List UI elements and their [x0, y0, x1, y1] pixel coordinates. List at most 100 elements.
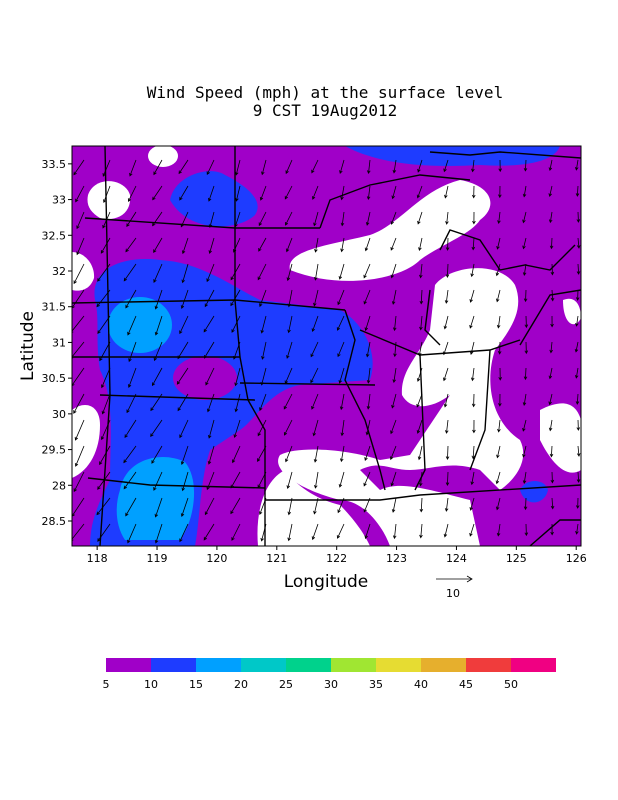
wind-arrow [313, 497, 319, 515]
wind-arrow [181, 237, 189, 255]
wind-arrow [522, 445, 527, 458]
wind-arrow [393, 341, 397, 358]
wind-arrow [310, 341, 319, 358]
wind-arrow [495, 263, 501, 277]
wind-arrow [576, 211, 581, 223]
y-tick-label: 32 [52, 265, 66, 278]
y-tick-label: 28 [52, 479, 66, 492]
wind-arrow [471, 159, 475, 173]
wind-arrow [150, 419, 163, 438]
wind-arrow [498, 185, 502, 199]
wind-arrow [204, 289, 215, 308]
y-tick-label: 29.5 [42, 444, 67, 457]
wind-arrow [205, 367, 215, 386]
wind-arrow [365, 419, 371, 436]
wind-arrow [442, 367, 449, 382]
wind-arrow [180, 445, 189, 466]
wind-arrow [391, 185, 397, 200]
wind-arrow [416, 367, 423, 382]
wind-arrow [444, 289, 449, 304]
wind-arrow [311, 315, 319, 333]
wind-arrow [153, 237, 163, 254]
wind-arrow [76, 211, 85, 230]
wind-arrow [285, 159, 293, 175]
x-tick-label: 124 [446, 552, 467, 565]
wind-arrow [550, 523, 554, 536]
wind-arrow [258, 237, 267, 252]
wind-arrow [233, 237, 241, 253]
wind-arrow [469, 315, 475, 329]
wind-arrow [576, 263, 581, 275]
wind-arrow [283, 419, 293, 436]
x-axis-label: Longitude [284, 572, 369, 592]
wind-arrow [150, 393, 163, 412]
wind-arrow [314, 471, 319, 489]
wind-arrow [96, 497, 111, 516]
wind-arrow [126, 393, 137, 414]
wind-arrow [177, 393, 189, 412]
wind-arrow [207, 445, 215, 465]
wind-arrow [100, 237, 111, 254]
colorbar-label: 25 [279, 678, 293, 691]
wind-arrow [522, 419, 527, 432]
wind-arrow [472, 211, 476, 225]
colorbar-label: 40 [414, 678, 428, 691]
wind-arrow [284, 211, 293, 226]
wind-arrow [366, 393, 371, 410]
wind-arrow [419, 523, 423, 539]
wind-arrow [444, 419, 449, 434]
wind-arrow [366, 185, 371, 201]
wind-arrow [496, 523, 501, 537]
wind-arrow [470, 367, 475, 382]
x-tick-label: 126 [566, 552, 587, 565]
wind-arrow [97, 315, 111, 334]
wind-arrow [103, 185, 111, 204]
wind-arrow [522, 393, 527, 406]
colorbar-label: 30 [324, 678, 338, 691]
wind-arrow [497, 341, 502, 355]
wind-arrow [495, 289, 501, 303]
wind-arrow [127, 185, 137, 202]
wind-arrow [234, 393, 241, 413]
x-tick-label: 125 [506, 552, 527, 565]
y-tick-label: 30.5 [42, 372, 67, 385]
wind-arrow [495, 497, 501, 511]
calm-regions [72, 146, 581, 546]
wind-arrow [549, 237, 554, 250]
wind-arrow [443, 393, 449, 408]
wind-arrow [284, 185, 293, 200]
wind-arrow [74, 445, 85, 467]
wind-arrow [548, 419, 553, 432]
y-tick-label: 33 [52, 194, 66, 207]
wind-arrow [550, 471, 555, 484]
subtitle: 9 CST 19Aug2012 [253, 101, 398, 120]
wind-arrow [259, 185, 267, 201]
wind-arrow [471, 185, 476, 199]
speed-region [173, 356, 237, 400]
wind-arrow [392, 159, 397, 174]
wind-arrow [154, 523, 163, 544]
wind-arrow [203, 315, 215, 333]
wind-arrow [257, 471, 267, 489]
wind-arrow [207, 185, 215, 202]
y-tick-label: 33.5 [42, 158, 67, 171]
colorbar-label: 35 [369, 678, 383, 691]
wind-arrow [338, 263, 345, 280]
wind-arrow [337, 497, 345, 514]
wind-arrow [203, 341, 215, 359]
wind-arrow [123, 263, 137, 282]
wind-arrow [337, 289, 345, 306]
wind-arrow [367, 159, 371, 175]
wind-arrow [576, 445, 581, 457]
wind-arrow [390, 471, 397, 487]
wind-arrow [101, 393, 111, 415]
wind-arrow [522, 211, 527, 224]
wind-arrow [259, 393, 267, 412]
wind-arrow [363, 471, 371, 487]
wind-arrow [340, 211, 345, 227]
wind-arrow [180, 289, 189, 309]
wind-arrow [419, 263, 423, 279]
colorbar-swatch [241, 658, 286, 672]
wind-arrow [548, 211, 553, 224]
